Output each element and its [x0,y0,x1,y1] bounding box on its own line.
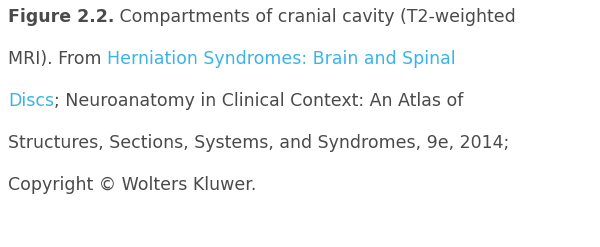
Text: Figure 2.2.: Figure 2.2. [8,8,115,26]
Text: MRI). From: MRI). From [8,50,107,68]
Text: Discs: Discs [8,92,54,110]
Text: ; Neuroanatomy in Clinical Context: An Atlas of: ; Neuroanatomy in Clinical Context: An A… [54,92,464,110]
Text: Copyright © Wolters Kluwer.: Copyright © Wolters Kluwer. [8,176,256,194]
Text: Compartments of cranial cavity (T2-weighted: Compartments of cranial cavity (T2-weigh… [115,8,516,26]
Text: Herniation Syndromes: Brain and Spinal: Herniation Syndromes: Brain and Spinal [107,50,455,68]
Text: Structures, Sections, Systems, and Syndromes, 9e, 2014;: Structures, Sections, Systems, and Syndr… [8,134,509,152]
